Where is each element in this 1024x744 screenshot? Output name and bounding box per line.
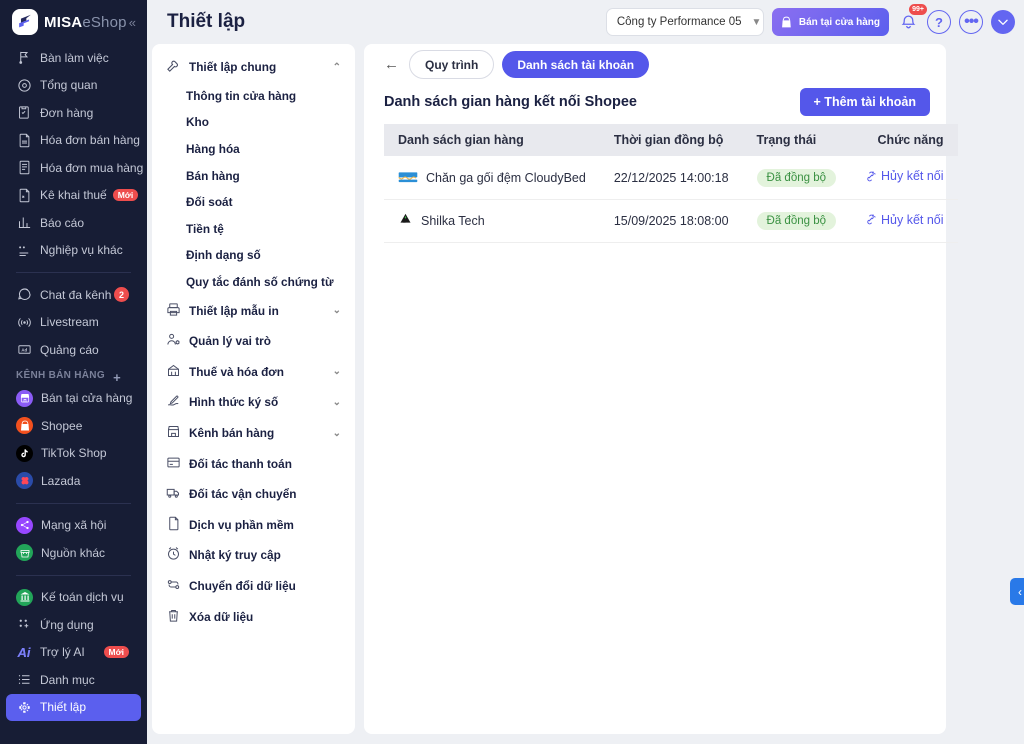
svg-text:Ad: Ad (21, 348, 27, 353)
